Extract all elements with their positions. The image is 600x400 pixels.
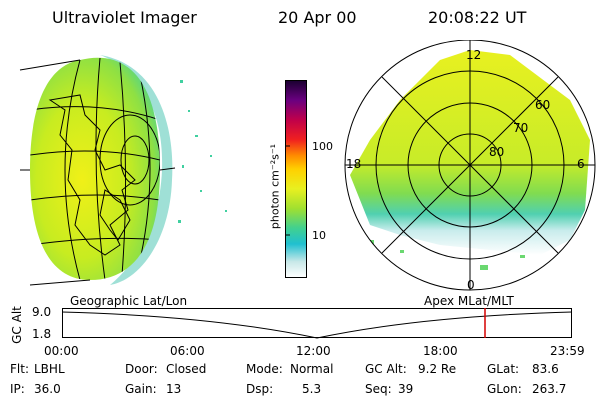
timeline-xtick-2359: 23:59 <box>550 344 585 358</box>
timeline-ytick-9: 9.0 <box>32 305 52 319</box>
date-label: 20 Apr 00 <box>278 8 357 27</box>
mlt-label-0: 0 <box>467 278 475 292</box>
mlt-label-6: 6 <box>577 157 585 171</box>
time-label: 20:08:22 UT <box>428 8 527 27</box>
polar-plot <box>344 40 596 291</box>
info-door-label: Door: <box>125 362 158 376</box>
timeline-ytick-1: 1.8 <box>32 327 52 341</box>
info-gain-value: 13 <box>166 382 182 396</box>
lat-label-60: 60 <box>535 98 551 112</box>
info-gcalt-value: 9.2 Re <box>418 362 457 376</box>
right-panel-label: Apex MLat/MLT <box>424 294 514 308</box>
info-seq-value: 39 <box>398 382 414 396</box>
info-filter-label: Flt: <box>10 362 29 376</box>
altitude-curve <box>62 311 572 339</box>
info-glon-label: GLon: <box>487 382 522 396</box>
info-glat-label: GLat: <box>487 362 520 376</box>
timeline-ylabel: GC Alt <box>10 306 24 344</box>
info-ip-value: 36.0 <box>34 382 61 396</box>
globe-disk <box>30 57 160 280</box>
timeline-xtick-0600: 06:00 <box>170 344 205 358</box>
lat-label-70: 70 <box>513 121 529 135</box>
info-mode-label: Mode: <box>246 362 283 376</box>
left-panel-label: Geographic Lat/Lon <box>70 294 188 308</box>
info-gcalt-label: GC Alt: <box>365 362 407 376</box>
info-dsp-label: Dsp: <box>246 382 274 396</box>
info-glon-value: 263.7 <box>532 382 567 396</box>
timeline-xtick-1200: 12:00 <box>296 344 331 358</box>
mlt-label-18: 18 <box>346 157 362 171</box>
info-seq-label: Seq: <box>365 382 392 396</box>
lat-label-80: 80 <box>489 145 505 159</box>
colorbar-tick-10: 10 <box>312 229 326 242</box>
timeline-plot <box>62 308 572 339</box>
limb-glow <box>100 55 173 285</box>
info-dsp-value: 5.3 <box>302 382 322 396</box>
info-door-value: Closed <box>166 362 207 376</box>
colorbar-unit-label: photon cm⁻²s⁻¹ <box>268 143 282 230</box>
info-mode-value: Normal <box>290 362 334 376</box>
colorbar-tick-100: 100 <box>312 140 333 153</box>
instrument-title: Ultraviolet Imager <box>52 8 197 27</box>
timeline-xtick-1800: 18:00 <box>423 344 458 358</box>
info-glat-value: 83.6 <box>532 362 559 376</box>
timeline-xtick-0000: 00:00 <box>44 344 79 358</box>
info-gain-label: Gain: <box>125 382 157 396</box>
mlt-label-12: 12 <box>466 48 482 62</box>
info-filter-value: LBHL <box>34 362 65 376</box>
info-ip-label: IP: <box>10 382 25 396</box>
colorbar <box>285 80 307 278</box>
geographic-image-panel <box>19 55 227 286</box>
